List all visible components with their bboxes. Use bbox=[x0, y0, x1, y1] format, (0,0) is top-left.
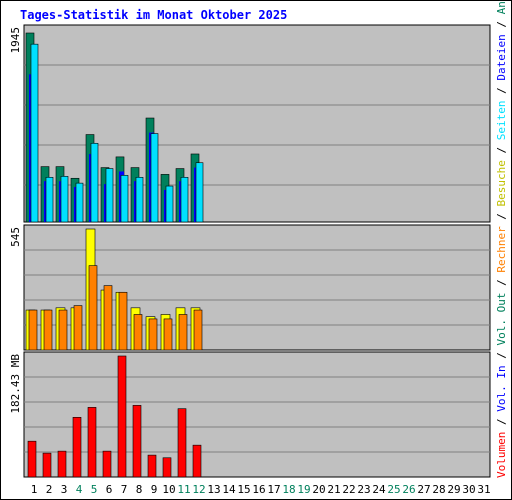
legend-entry-7: / bbox=[495, 206, 508, 226]
bar-rechner-2 bbox=[43, 309, 53, 351]
bar-rechner-9 bbox=[148, 318, 158, 351]
legend-entry-8: Besuche bbox=[495, 160, 508, 206]
y-max-label-2: 182.43 MB bbox=[9, 354, 22, 414]
x-tick-label-15: 15 bbox=[237, 483, 250, 496]
bar-seiten-9 bbox=[150, 133, 159, 223]
bar-rechner-6 bbox=[103, 285, 113, 351]
bar-rechner-5 bbox=[88, 265, 98, 351]
bar-seiten-7 bbox=[120, 175, 129, 223]
bar-volumen-2 bbox=[42, 452, 52, 478]
x-tick-label-13: 13 bbox=[207, 483, 220, 496]
bar-seiten-1 bbox=[30, 43, 39, 223]
bar-volumen-12 bbox=[192, 444, 202, 478]
x-tick-label-7: 7 bbox=[121, 483, 128, 496]
bar-seiten-3 bbox=[60, 176, 69, 223]
chart-panel-2 bbox=[23, 351, 491, 478]
bar-volumen-4 bbox=[72, 417, 82, 478]
x-tick-label-31: 31 bbox=[477, 483, 490, 496]
bar-volumen-5 bbox=[87, 407, 97, 478]
x-tick-label-9: 9 bbox=[151, 483, 158, 496]
bar-rechner-10 bbox=[163, 318, 173, 351]
x-tick-label-18: 18 bbox=[282, 483, 295, 496]
bar-rechner-12 bbox=[193, 309, 203, 351]
x-tick-label-21: 21 bbox=[327, 483, 340, 496]
bar-rechner-1 bbox=[28, 309, 38, 351]
x-tick-label-5: 5 bbox=[91, 483, 98, 496]
legend-entry-10: Seiten bbox=[495, 100, 508, 140]
bar-rechner-4 bbox=[73, 305, 83, 351]
bar-seiten-5 bbox=[90, 142, 99, 223]
x-tick-label-14: 14 bbox=[222, 483, 236, 496]
bar-volumen-3 bbox=[57, 450, 67, 478]
x-tick-label-12: 12 bbox=[192, 483, 205, 496]
bar-seiten-6 bbox=[105, 168, 114, 223]
legend-entry-13: / bbox=[495, 14, 508, 34]
bar-volumen-9 bbox=[147, 454, 157, 478]
x-tick-label-30: 30 bbox=[462, 483, 475, 496]
bar-seiten-2 bbox=[45, 177, 54, 223]
legend-entry-1: / bbox=[495, 412, 508, 432]
bar-volumen-7 bbox=[117, 355, 127, 478]
x-tick-label-8: 8 bbox=[136, 483, 143, 496]
legend-entry-2: Vol. In bbox=[495, 365, 508, 411]
x-tick-label-3: 3 bbox=[61, 483, 68, 496]
bar-seiten-12 bbox=[195, 162, 204, 223]
legend-entry-5: / bbox=[495, 273, 508, 293]
x-tick-label-27: 27 bbox=[417, 483, 430, 496]
x-tick-label-16: 16 bbox=[252, 483, 265, 496]
x-tick-label-23: 23 bbox=[357, 483, 370, 496]
bar-rechner-8 bbox=[133, 314, 143, 351]
x-tick-label-24: 24 bbox=[372, 483, 386, 496]
bar-volumen-11 bbox=[177, 408, 187, 478]
legend-entry-0: Volumen bbox=[495, 432, 508, 478]
bar-rechner-7 bbox=[118, 291, 128, 351]
bar-volumen-1 bbox=[27, 440, 37, 478]
x-tick-label-25: 25 bbox=[387, 483, 400, 496]
x-tick-label-4: 4 bbox=[76, 483, 83, 496]
bar-rechner-3 bbox=[58, 309, 68, 351]
y-max-label-1: 545 bbox=[9, 227, 22, 247]
bar-seiten-4 bbox=[75, 182, 84, 223]
bar-seiten-8 bbox=[135, 177, 144, 223]
x-tick-label-29: 29 bbox=[447, 483, 460, 496]
bar-seiten-10 bbox=[165, 185, 174, 223]
legend-entry-6: Rechner bbox=[495, 226, 508, 273]
legend-entry-4: Vol. Out bbox=[495, 293, 508, 346]
bar-rechner-11 bbox=[178, 314, 188, 351]
bar-volumen-6 bbox=[102, 450, 112, 478]
x-tick-label-19: 19 bbox=[297, 483, 310, 496]
x-tick-label-22: 22 bbox=[342, 483, 355, 496]
x-tick-label-20: 20 bbox=[312, 483, 325, 496]
x-tick-label-6: 6 bbox=[106, 483, 113, 496]
bar-volumen-10 bbox=[162, 457, 172, 478]
legend-entry-14: Anfragen bbox=[495, 0, 508, 14]
chart-title: Tages-Statistik im Monat Oktober 2025 bbox=[20, 8, 288, 22]
bar-seiten-11 bbox=[180, 177, 189, 223]
x-tick-label-10: 10 bbox=[162, 483, 175, 496]
x-tick-label-28: 28 bbox=[432, 483, 445, 496]
x-tick-label-17: 17 bbox=[267, 483, 280, 496]
right-legend: Volumen / Vol. In / Vol. Out / Rechner /… bbox=[495, 0, 508, 478]
legend-entry-11: / bbox=[495, 81, 508, 101]
x-tick-label-26: 26 bbox=[402, 483, 415, 496]
legend-entry-12: Dateien bbox=[495, 34, 508, 80]
bar-volumen-8 bbox=[132, 405, 142, 478]
legend-entry-3: / bbox=[495, 346, 508, 366]
x-tick-label-1: 1 bbox=[31, 483, 38, 496]
x-tick-label-11: 11 bbox=[177, 483, 190, 496]
legend-entry-9: / bbox=[495, 140, 508, 160]
y-max-label-0: 1945 bbox=[9, 27, 22, 54]
x-tick-label-2: 2 bbox=[46, 483, 53, 496]
